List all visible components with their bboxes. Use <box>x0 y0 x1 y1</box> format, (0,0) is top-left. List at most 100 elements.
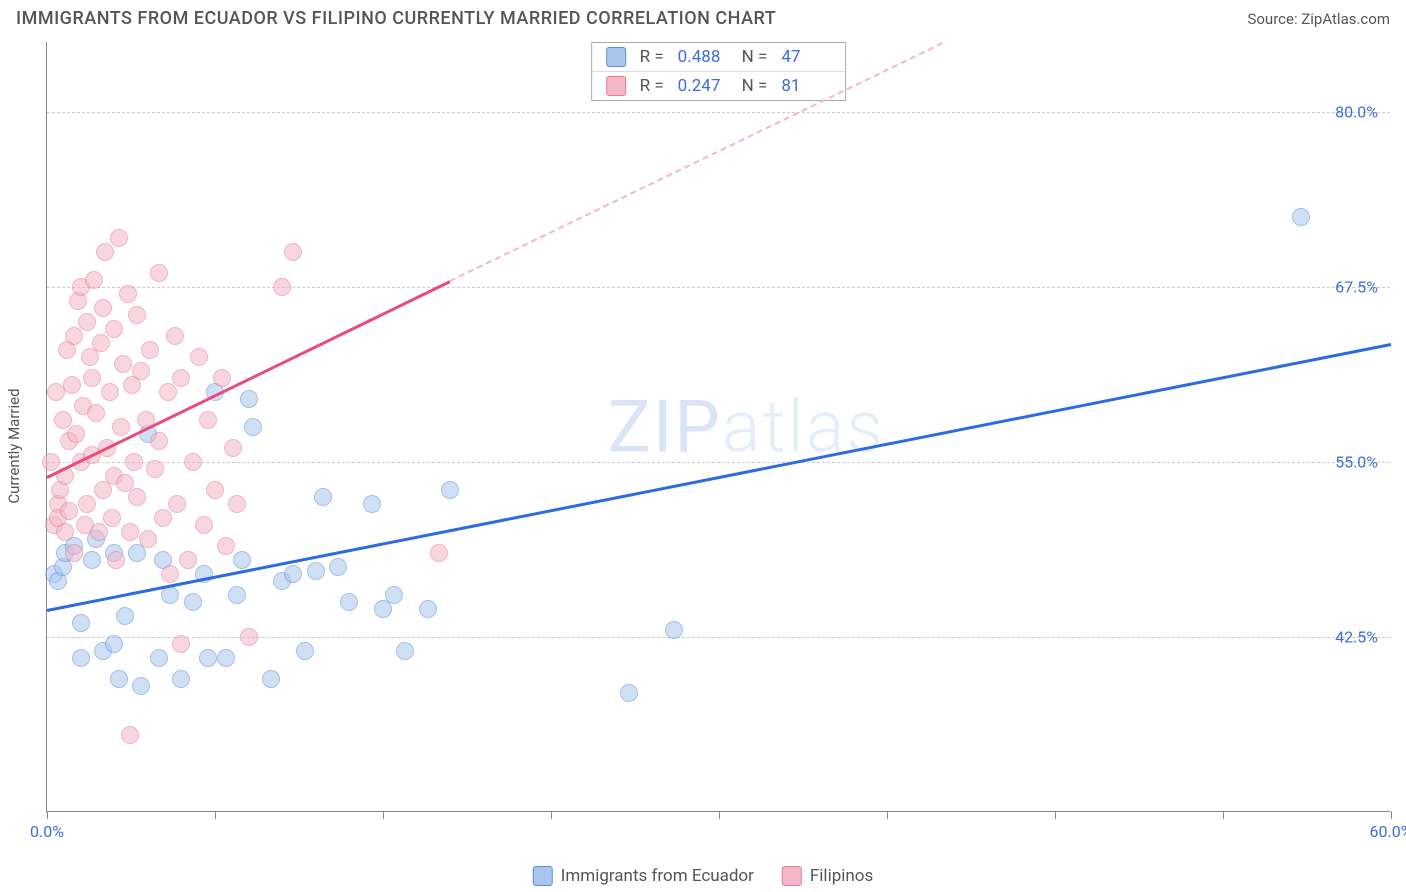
scatter-point <box>154 509 172 527</box>
x-tick <box>551 811 552 819</box>
scatter-point <box>240 628 258 646</box>
legend-swatch <box>606 47 626 67</box>
series-legend: Immigrants from Ecuador Filipinos <box>533 866 873 886</box>
scatter-point <box>430 544 448 562</box>
scatter-point <box>72 614 90 632</box>
x-tick <box>1223 811 1224 819</box>
stat-label-r: R = <box>640 76 664 96</box>
x-tick <box>215 811 216 819</box>
legend-swatch <box>606 76 626 96</box>
scatter-point <box>150 264 168 282</box>
x-tick-label: 60.0% <box>1370 822 1406 841</box>
scatter-point <box>217 649 235 667</box>
scatter-point <box>105 635 123 653</box>
scatter-point <box>116 607 134 625</box>
legend-label: Filipinos <box>810 866 873 886</box>
legend-item: Filipinos <box>782 866 873 886</box>
scatter-point <box>78 313 96 331</box>
legend-item: Immigrants from Ecuador <box>533 866 754 886</box>
scatter-point <box>307 562 325 580</box>
scatter-point <box>65 327 83 345</box>
scatter-point <box>119 285 137 303</box>
legend-swatch <box>533 866 553 886</box>
stat-value-r: 0.247 <box>678 76 728 96</box>
scatter-point <box>195 516 213 534</box>
stat-value-n: 47 <box>781 47 831 67</box>
y-tick-label: 55.0% <box>1335 453 1378 472</box>
scatter-point <box>94 299 112 317</box>
scatter-point <box>228 586 246 604</box>
scatter-point <box>172 369 190 387</box>
scatter-point <box>213 369 231 387</box>
scatter-point <box>199 411 217 429</box>
scatter-point <box>112 418 130 436</box>
scatter-point <box>161 565 179 583</box>
scatter-point <box>60 502 78 520</box>
scatter-point <box>228 495 246 513</box>
scatter-point <box>206 481 224 499</box>
scatter-point <box>114 355 132 373</box>
scatter-point <box>233 551 251 569</box>
scatter-point <box>105 320 123 338</box>
y-tick-label: 42.5% <box>1335 628 1378 647</box>
scatter-point <box>184 453 202 471</box>
x-tick-label: 0.0% <box>30 822 64 841</box>
scatter-point <box>273 278 291 296</box>
scatter-point <box>262 670 280 688</box>
trend-line <box>47 343 1392 612</box>
scatter-point <box>665 621 683 639</box>
scatter-point <box>314 488 332 506</box>
x-tick <box>719 811 720 819</box>
stat-legend-row: R =0.488N =47 <box>592 43 846 71</box>
scatter-point <box>107 551 125 569</box>
scatter-point <box>199 649 217 667</box>
y-tick-label: 67.5% <box>1335 278 1378 297</box>
scatter-point <box>184 593 202 611</box>
stat-value-n: 81 <box>781 76 831 96</box>
scatter-point <box>96 243 114 261</box>
scatter-point <box>128 306 146 324</box>
scatter-point <box>54 411 72 429</box>
watermark-thin: atlas <box>722 384 885 469</box>
scatter-point <box>121 523 139 541</box>
scatter-point <box>284 243 302 261</box>
scatter-chart: ZIPatlas R =0.488N =47R =0.247N =81 42.5… <box>46 42 1390 812</box>
scatter-point <box>244 418 262 436</box>
scatter-point <box>146 460 164 478</box>
chart-title: IMMIGRANTS FROM ECUADOR VS FILIPINO CURR… <box>16 8 776 29</box>
scatter-point <box>83 369 101 387</box>
scatter-point <box>128 488 146 506</box>
scatter-point <box>132 362 150 380</box>
scatter-point <box>63 376 81 394</box>
gridline-horizontal <box>47 462 1390 463</box>
scatter-point <box>441 481 459 499</box>
legend-label: Immigrants from Ecuador <box>561 866 754 886</box>
scatter-point <box>65 544 83 562</box>
scatter-point <box>150 649 168 667</box>
scatter-point <box>42 453 60 471</box>
scatter-point <box>240 390 258 408</box>
scatter-point <box>190 348 208 366</box>
x-tick <box>1055 811 1056 819</box>
chart-header: IMMIGRANTS FROM ECUADOR VS FILIPINO CURR… <box>0 0 1406 33</box>
scatter-point <box>284 565 302 583</box>
scatter-point <box>110 670 128 688</box>
stat-label-r: R = <box>640 47 664 67</box>
scatter-point <box>90 523 108 541</box>
scatter-point <box>139 530 157 548</box>
scatter-point <box>67 425 85 443</box>
scatter-point <box>620 684 638 702</box>
source-label: Source: ZipAtlas.com <box>1247 10 1390 28</box>
scatter-point <box>172 670 190 688</box>
scatter-point <box>224 439 242 457</box>
scatter-point <box>121 726 139 744</box>
scatter-point <box>340 593 358 611</box>
x-tick <box>383 811 384 819</box>
y-tick-label: 80.0% <box>1335 103 1378 122</box>
scatter-point <box>217 537 235 555</box>
scatter-point <box>101 383 119 401</box>
legend-swatch <box>782 866 802 886</box>
scatter-point <box>385 586 403 604</box>
scatter-point <box>166 327 184 345</box>
scatter-point <box>296 642 314 660</box>
